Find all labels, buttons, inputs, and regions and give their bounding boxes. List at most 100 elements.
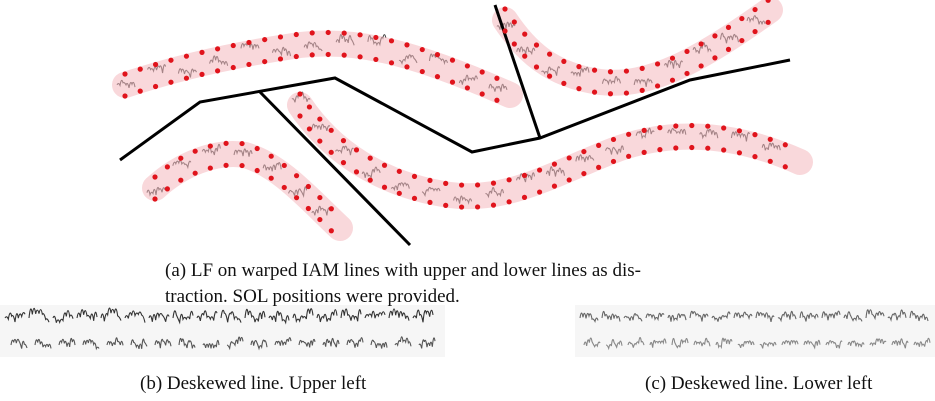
point [705, 124, 710, 129]
point [443, 203, 448, 208]
point [427, 200, 432, 205]
point [443, 181, 448, 186]
point [306, 184, 311, 189]
point [199, 72, 204, 77]
deskewed-strip [575, 305, 935, 357]
point [673, 123, 678, 128]
caption: traction. SOL positions were provided. [165, 286, 460, 307]
point [382, 163, 387, 168]
point [138, 89, 143, 94]
point [262, 59, 267, 64]
point [642, 150, 647, 155]
point [294, 32, 299, 37]
point [262, 37, 267, 42]
point [491, 203, 496, 208]
point [382, 185, 387, 190]
point [231, 43, 236, 48]
point [494, 76, 499, 81]
point [297, 113, 302, 118]
point [608, 69, 613, 74]
band [125, 43, 510, 95]
point [168, 80, 173, 85]
point [567, 177, 572, 182]
point [246, 40, 251, 45]
point [502, 28, 507, 33]
page: (a) LF on warped IAM lines with upper an… [0, 0, 935, 401]
point [475, 204, 480, 209]
point [712, 55, 717, 60]
point [307, 126, 312, 131]
point [231, 65, 236, 70]
point [297, 91, 302, 96]
point [726, 47, 731, 52]
point [670, 56, 675, 61]
point [684, 71, 689, 76]
point [294, 54, 299, 59]
point [689, 123, 694, 128]
point [768, 159, 773, 164]
point [255, 146, 260, 151]
point [450, 58, 455, 63]
point [768, 137, 773, 142]
point [368, 178, 373, 183]
point [705, 146, 710, 151]
caption: (b) Deskewed line. Upper left [140, 373, 367, 394]
point [465, 85, 470, 90]
point [152, 174, 157, 179]
point [122, 71, 127, 76]
point [341, 160, 346, 165]
point [752, 132, 757, 137]
point [592, 90, 597, 95]
band [155, 154, 340, 228]
point [552, 184, 557, 189]
point [459, 182, 464, 187]
point [165, 186, 170, 191]
point [307, 104, 312, 109]
point [306, 206, 311, 211]
point [547, 74, 552, 79]
point [561, 59, 566, 64]
point [576, 86, 581, 91]
point [522, 32, 527, 37]
point [138, 67, 143, 72]
point [655, 83, 660, 88]
point [239, 163, 244, 168]
point [712, 33, 717, 38]
point [269, 154, 274, 159]
point [534, 64, 539, 69]
line-bands [125, 10, 800, 228]
point [357, 54, 362, 59]
point [655, 61, 660, 66]
point [152, 196, 157, 201]
point [552, 162, 557, 167]
point [673, 145, 678, 150]
point [783, 164, 788, 169]
point [153, 84, 158, 89]
point [427, 178, 432, 183]
point [420, 69, 425, 74]
point [199, 50, 204, 55]
point [435, 74, 440, 79]
point [193, 149, 198, 154]
point [397, 169, 402, 174]
point [491, 181, 496, 186]
point [294, 195, 299, 200]
point [412, 174, 417, 179]
point [739, 38, 744, 43]
point [737, 128, 742, 133]
point [389, 60, 394, 65]
point [342, 31, 347, 36]
point [168, 58, 173, 63]
point [317, 138, 322, 143]
point [626, 154, 631, 159]
point [596, 143, 601, 148]
point [435, 52, 440, 57]
point [640, 66, 645, 71]
point [178, 178, 183, 183]
point [689, 145, 694, 150]
point [465, 63, 470, 68]
point [282, 163, 287, 168]
point [502, 6, 507, 11]
point [420, 47, 425, 52]
point [726, 25, 731, 30]
